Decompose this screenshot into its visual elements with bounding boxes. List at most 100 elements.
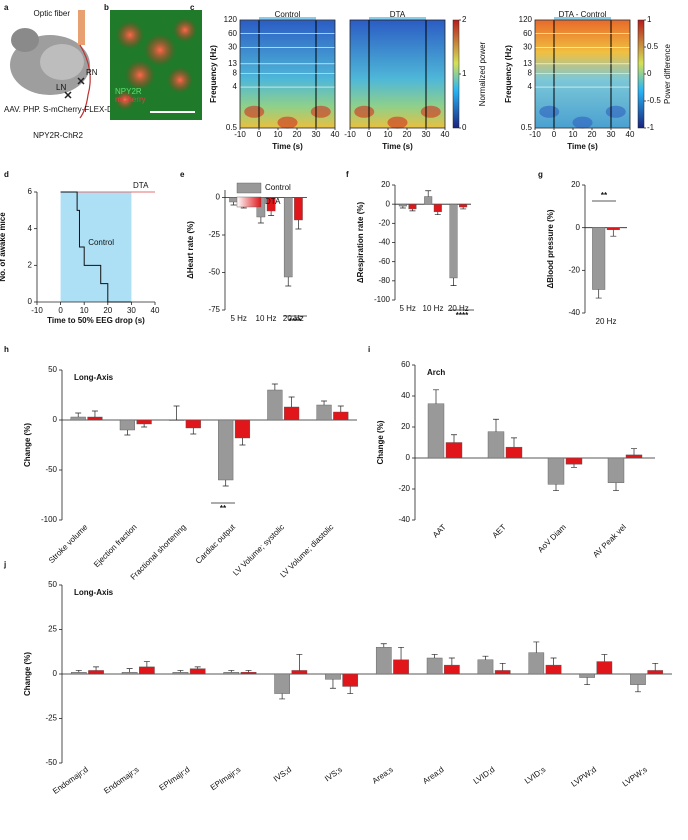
error-bar [511, 437, 517, 448]
x-tick-label: 20 Hz [448, 304, 469, 313]
panel-label: c [190, 3, 195, 12]
y-tick-label: 30 [228, 42, 237, 51]
y-axis-label: Change (%) [23, 423, 32, 467]
legend-swatch [236, 196, 262, 208]
bar [505, 446, 523, 459]
y-tick-label: -50 [45, 758, 57, 767]
bar [139, 666, 155, 675]
bar [647, 670, 664, 675]
bar [291, 670, 308, 675]
x-tick-label: Fractional shortening [129, 523, 188, 582]
x-tick-label: 0 [58, 306, 63, 315]
x-tick-label: 5 Hz [230, 314, 246, 323]
y-tick-label: 25 [48, 625, 57, 634]
error-bar [257, 217, 264, 224]
heatmap-blob [605, 105, 626, 118]
x-tick-label: 10 [274, 130, 283, 139]
y-tick-label: -60 [378, 257, 390, 266]
y-tick-label: -20 [398, 484, 410, 493]
error-bar [268, 211, 275, 216]
error-bar [347, 686, 354, 694]
error-bar [126, 668, 133, 673]
x-tick-label: LVPW;s [621, 765, 649, 789]
x-tick-label: -10 [31, 306, 43, 315]
panel-label: f [346, 170, 349, 179]
heatmap-blob [387, 116, 408, 129]
bar [393, 659, 409, 675]
bar [88, 670, 104, 675]
x-tick-label: Cardiac output [194, 522, 238, 566]
bar [234, 419, 251, 439]
y-tick-label: -75 [208, 305, 220, 314]
plot-frame [349, 19, 446, 129]
y-tick-label: 30 [523, 42, 532, 51]
panel-label: a [4, 3, 9, 12]
y-tick-label: 20 [401, 422, 410, 431]
stimulus-bar [554, 17, 611, 20]
legend-label: Control [265, 183, 291, 192]
x-tick-label: 0 [257, 130, 262, 139]
x-tick-label: 30 [422, 130, 431, 139]
stimulus-area [60, 192, 132, 302]
error-bar [493, 418, 499, 432]
stimulus-bar [259, 17, 316, 20]
stain-label: mCherry [115, 95, 146, 104]
error-bar [75, 412, 82, 417]
survival-line [60, 191, 132, 303]
x-tick-label: -10 [529, 130, 541, 139]
y-tick-label: -80 [378, 276, 390, 285]
error-bar [550, 657, 557, 666]
fiber-label: Optic fiber [34, 9, 71, 18]
error-bar [190, 428, 197, 435]
y-tick-label: -40 [568, 308, 580, 317]
bar [424, 196, 433, 205]
x-tick-label: IVS;s [323, 765, 344, 783]
x-tick-label: 40 [331, 130, 340, 139]
y-tick-label: 8 [528, 68, 533, 77]
colorbar-tick: 2 [462, 15, 467, 24]
y-tick-label: 60 [401, 360, 410, 369]
bar [408, 203, 417, 210]
y-tick-label: 120 [224, 15, 238, 24]
bar [283, 197, 293, 278]
bar [487, 431, 505, 459]
x-tick-label: 20 [103, 306, 112, 315]
error-bar [448, 657, 455, 666]
node-label: RN [86, 68, 98, 77]
error-bar [450, 277, 457, 286]
mouse-illustration [10, 10, 91, 119]
y-tick-label: -25 [208, 230, 220, 239]
node-label: LN [56, 83, 66, 92]
colorbar [637, 19, 645, 129]
x-tick-label: 30 [607, 130, 616, 139]
x-tick-label: LVID;d [472, 765, 497, 786]
x-tick-label: 40 [626, 130, 635, 139]
bar [596, 661, 613, 675]
bar [545, 664, 562, 675]
error-bar [245, 670, 252, 673]
y-axis-label: Change (%) [376, 420, 385, 464]
panel-label: e [180, 170, 185, 179]
x-tick-label: LV Volume; diastolic [278, 523, 335, 580]
bar [592, 227, 606, 290]
bar [427, 403, 445, 459]
error-bar [584, 677, 591, 686]
chart-title: Arch [427, 368, 445, 377]
y-tick-label: 0 [406, 453, 411, 462]
y-tick-label: -100 [41, 515, 58, 524]
error-bar [451, 434, 457, 443]
bar [316, 404, 332, 421]
error-bar [337, 405, 344, 412]
y-tick-label: 0 [28, 297, 33, 306]
error-bar [571, 464, 577, 468]
significance: ** [601, 191, 608, 200]
y-tick-label: 0 [216, 193, 221, 202]
bar [630, 673, 646, 685]
y-tick-label: 60 [523, 29, 532, 38]
y-tick-label: 2 [28, 260, 33, 269]
x-tick-label: IVS;d [272, 765, 293, 784]
x-tick-label: AET [491, 522, 508, 539]
y-tick-label: 4 [233, 82, 238, 91]
error-bar [321, 400, 328, 405]
panel-label: i [368, 345, 370, 354]
